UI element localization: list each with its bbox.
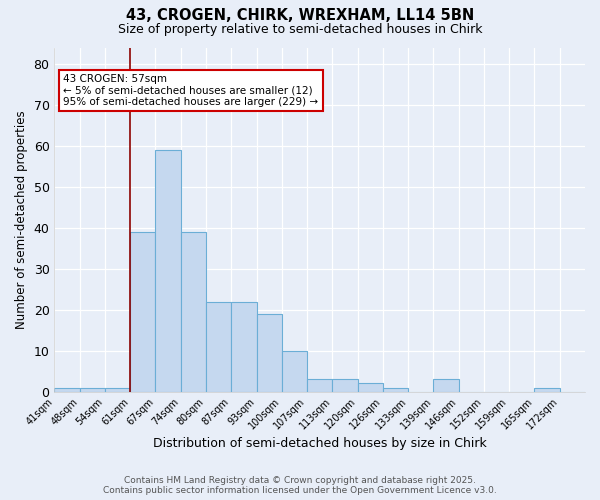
Bar xyxy=(155,150,181,392)
Bar xyxy=(307,380,332,392)
Bar xyxy=(282,350,307,392)
Bar xyxy=(383,388,408,392)
Bar xyxy=(358,384,383,392)
Bar xyxy=(332,380,358,392)
Y-axis label: Number of semi-detached properties: Number of semi-detached properties xyxy=(15,110,28,329)
Bar xyxy=(181,232,206,392)
Bar xyxy=(257,314,282,392)
Text: 43 CROGEN: 57sqm
← 5% of semi-detached houses are smaller (12)
95% of semi-detac: 43 CROGEN: 57sqm ← 5% of semi-detached h… xyxy=(64,74,319,108)
X-axis label: Distribution of semi-detached houses by size in Chirk: Distribution of semi-detached houses by … xyxy=(153,437,487,450)
Bar xyxy=(535,388,560,392)
Text: Contains HM Land Registry data © Crown copyright and database right 2025.
Contai: Contains HM Land Registry data © Crown c… xyxy=(103,476,497,495)
Bar xyxy=(55,388,80,392)
Bar xyxy=(433,380,458,392)
Bar xyxy=(231,302,257,392)
Bar xyxy=(80,388,105,392)
Bar xyxy=(105,388,130,392)
Text: 43, CROGEN, CHIRK, WREXHAM, LL14 5BN: 43, CROGEN, CHIRK, WREXHAM, LL14 5BN xyxy=(126,8,474,22)
Text: Size of property relative to semi-detached houses in Chirk: Size of property relative to semi-detach… xyxy=(118,22,482,36)
Bar xyxy=(130,232,155,392)
Bar xyxy=(206,302,231,392)
